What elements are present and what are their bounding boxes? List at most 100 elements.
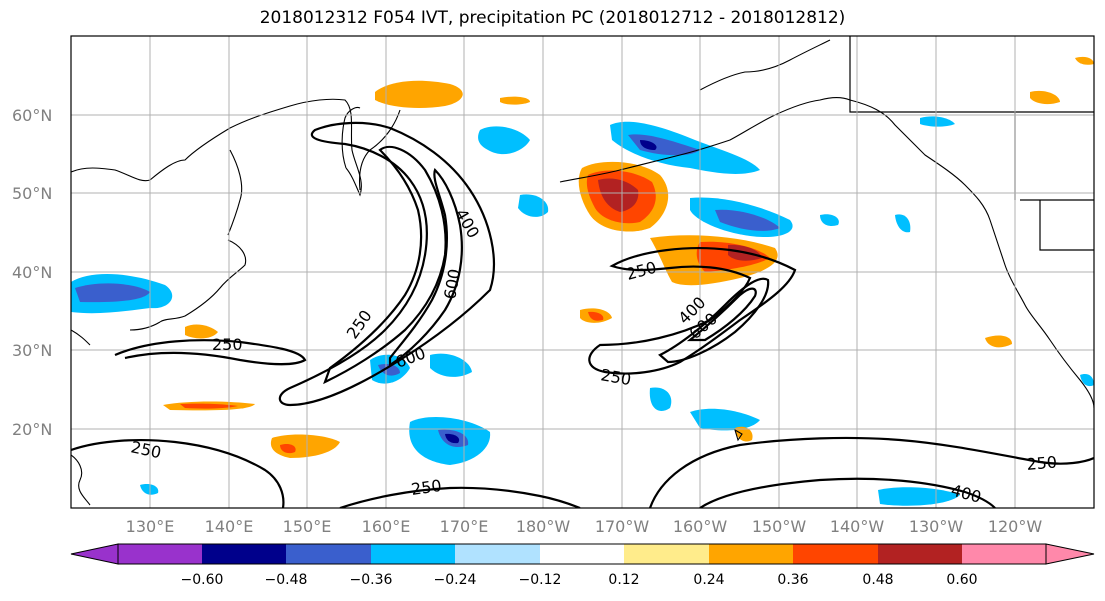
lon-label: 140°E <box>205 517 254 536</box>
precip-patch-neg <box>878 487 960 506</box>
lon-label: 140°W <box>830 517 885 536</box>
colorbar-tick-label: −0.48 <box>265 572 308 588</box>
contour-600 <box>686 287 757 342</box>
colorbar-tick-label: −0.36 <box>350 572 393 588</box>
aleutians <box>559 97 851 183</box>
precip-patch-neg <box>140 483 159 495</box>
china-coast <box>71 329 91 346</box>
colorbar-extend-max <box>1045 543 1095 565</box>
precip-patch-neg <box>445 433 460 444</box>
precip-patch-neg <box>478 126 530 155</box>
precip-patch-neg <box>1080 374 1094 387</box>
contour-label: 250 <box>1026 452 1058 474</box>
colorbar-swatch <box>118 544 202 564</box>
precip-patch-pos <box>185 324 218 339</box>
colorbar-swatch <box>455 544 540 564</box>
precip-patch-neg <box>690 408 760 431</box>
lat-label: 30°N <box>12 341 52 360</box>
colorbar-swatch <box>202 544 286 564</box>
precip-patch-pos <box>598 178 639 212</box>
lon-label: 170°W <box>595 517 650 536</box>
graticule <box>71 36 1094 508</box>
precip-patch-neg <box>430 353 472 377</box>
contour-250 <box>278 121 496 407</box>
kamchatka-west <box>341 106 361 169</box>
precip-shading <box>71 56 1094 506</box>
map-frame <box>70 35 1095 509</box>
lon-label: 160°E <box>362 517 411 536</box>
precip-patch-pos <box>588 311 604 321</box>
colorbar-tick-label: 0.24 <box>693 572 724 588</box>
alaska-north <box>699 39 831 91</box>
border-us-canada-alaska <box>849 36 1094 113</box>
kyushu <box>129 321 161 331</box>
philippines <box>71 454 91 506</box>
precip-patch-pos <box>180 403 238 409</box>
na-west-coast <box>849 99 1094 409</box>
japan <box>159 239 247 323</box>
colorbar-frame <box>117 543 1047 565</box>
colorbar-tick-label: −0.60 <box>181 572 224 588</box>
lon-label: 180°W <box>516 517 571 536</box>
precip-patch-neg <box>715 209 780 231</box>
precip-patch-neg <box>820 214 839 226</box>
precip-patch-pos <box>1075 56 1094 65</box>
precip-patch-pos <box>985 335 1012 348</box>
contour-label: 250 <box>410 476 443 499</box>
colorbar-extend-min <box>70 543 119 565</box>
lat-label: 20°N <box>12 420 52 439</box>
lon-axis: 130°E 140°E 150°E 160°E 170°E 180°W 170°… <box>126 517 1043 536</box>
precip-patch-neg <box>518 194 549 217</box>
precip-patch-pos <box>1030 90 1060 105</box>
precip-patch-pos <box>500 96 530 105</box>
precip-patch-neg <box>75 283 150 303</box>
hawaii <box>734 428 743 442</box>
precip-patch-neg <box>378 363 400 376</box>
precip-patch-neg <box>628 134 700 156</box>
precip-patch-neg <box>895 214 911 233</box>
lon-label: 150°W <box>752 517 807 536</box>
colorbar-tick-label: −0.12 <box>519 572 562 588</box>
colorbar-swatch <box>793 544 878 564</box>
lat-label: 50°N <box>12 184 52 203</box>
lat-axis: 60°N 50°N 40°N 30°N 20°N <box>12 106 52 439</box>
lat-label: 60°N <box>12 106 52 125</box>
lon-label: 160°W <box>673 517 728 536</box>
sakhalin <box>227 149 243 236</box>
precip-patch-neg <box>920 116 955 127</box>
colorbar-tick-label: 0.12 <box>608 572 639 588</box>
colorbar-tick-label: 0.48 <box>862 572 893 588</box>
colorbar-swatch <box>962 544 1046 564</box>
lon-label: 130°W <box>909 517 964 536</box>
colorbar-swatch <box>540 544 624 564</box>
colorbar-swatch <box>286 544 371 564</box>
colorbar-swatch <box>878 544 962 564</box>
precip-patch-neg <box>649 387 672 411</box>
precip-patch-neg <box>640 140 657 150</box>
lat-label: 40°N <box>12 263 52 282</box>
asia-coast <box>71 98 362 197</box>
lon-label: 120°W <box>988 517 1043 536</box>
map-title: 2018012312 F054 IVT, precipitation PC (2… <box>259 8 846 28</box>
colorbar-swatch <box>709 544 793 564</box>
ivt-contours <box>71 121 1094 508</box>
contour-250 <box>114 339 307 366</box>
colorbar-swatch <box>371 544 455 564</box>
contour-250 <box>339 486 581 508</box>
contour-250 <box>588 247 797 375</box>
lon-label: 170°E <box>440 517 489 536</box>
colorbar-tick-label: 0.60 <box>946 572 977 588</box>
contour-400 <box>323 145 447 385</box>
precip-patch-pos <box>375 80 463 108</box>
contour-400 <box>658 277 770 364</box>
contour-label: 250 <box>212 335 243 354</box>
colorbar-tick-label: −0.24 <box>434 572 477 588</box>
lon-label: 150°E <box>283 517 332 536</box>
contour-250 <box>71 439 285 508</box>
colorbar-swatch <box>624 544 709 564</box>
lon-label: 130°E <box>126 517 175 536</box>
colorbar-tick-label: 0.36 <box>777 572 808 588</box>
contour-250 <box>648 436 1094 508</box>
border-state <box>1039 200 1094 251</box>
